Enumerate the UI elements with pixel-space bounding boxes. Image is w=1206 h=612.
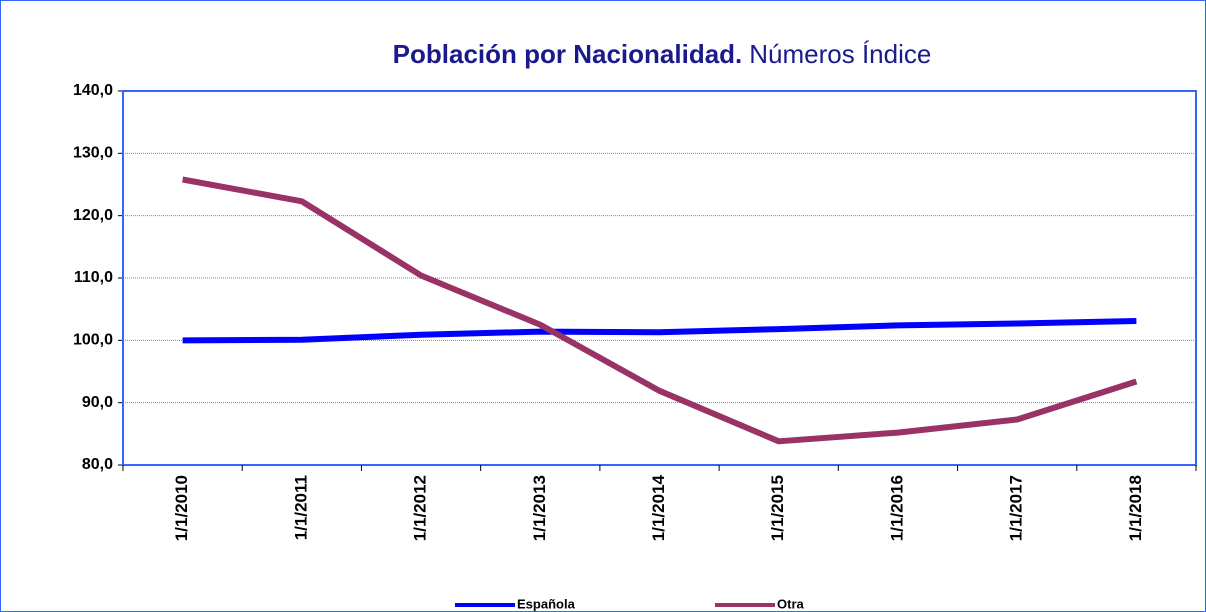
y-tick-label: 110,0 — [74, 269, 113, 286]
x-tick-label: 1/1/2012 — [411, 475, 430, 541]
x-tick-label: 1/1/2013 — [530, 475, 549, 541]
plot-border — [122, 90, 1197, 466]
legend-label: Otra — [777, 596, 805, 611]
y-tick-label: 80,0 — [82, 456, 113, 473]
chart-title-group: Población por Nacionalidad. Números Índic… — [393, 39, 932, 69]
x-tick-label: 1/1/2015 — [768, 475, 787, 541]
x-tick-label: 1/1/2018 — [1126, 475, 1145, 541]
x-tick-label: 1/1/2011 — [291, 475, 310, 540]
series-line — [182, 176, 1138, 445]
x-tick-label: 1/1/2016 — [887, 475, 906, 541]
y-tick-label: 90,0 — [82, 394, 113, 411]
y-tick-label: 100,0 — [73, 332, 113, 349]
x-tick-label: 1/1/2014 — [649, 474, 668, 541]
y-tick-label: 140,0 — [73, 82, 113, 99]
y-tick-label: 130,0 — [73, 145, 113, 162]
y-tick-label: 120,0 — [73, 207, 113, 224]
chart-subtitle: Números Índice — [749, 39, 931, 69]
legend-label: Española — [517, 596, 576, 611]
x-tick-label: 1/1/2017 — [1007, 475, 1026, 541]
chart-title: Población por Nacionalidad. — [393, 39, 743, 69]
x-tick-label: 1/1/2010 — [172, 475, 191, 541]
series-line — [182, 318, 1137, 344]
